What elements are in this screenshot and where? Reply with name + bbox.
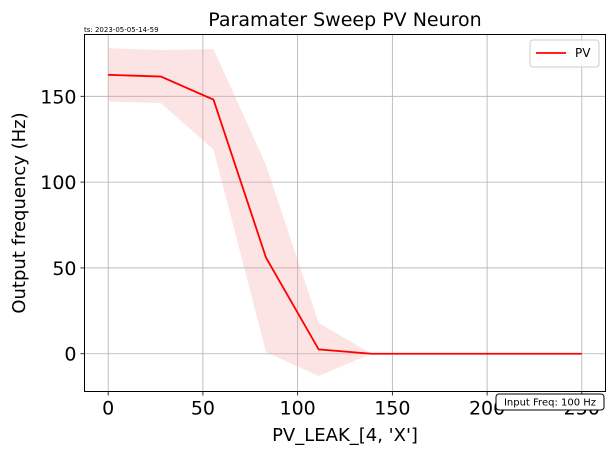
- input-freq-annotation: Input Freq: 100 Hz: [495, 393, 605, 411]
- legend: PV: [529, 39, 600, 68]
- y-tick-label: 0: [64, 344, 76, 366]
- plot-frame: [84, 34, 606, 392]
- x-tick-label: 150: [374, 398, 410, 420]
- confidence-band: [108, 48, 582, 377]
- y-tick-label: 50: [52, 258, 76, 280]
- chart-title: Paramater Sweep PV Neuron: [208, 9, 481, 31]
- x-tick-label: 50: [191, 398, 215, 420]
- grid: [84, 34, 606, 392]
- annotation-text: Input Freq: 100 Hz: [504, 398, 596, 409]
- y-tick-label: 150: [40, 86, 76, 108]
- x-axis-label: PV_LEAK_[4, 'X']: [272, 425, 418, 446]
- axis-ticks: 050100150200250050100150: [40, 86, 600, 419]
- x-tick-label: 0: [102, 398, 114, 420]
- x-tick-label: 100: [280, 398, 316, 420]
- y-tick-label: 100: [40, 172, 76, 194]
- legend-entry-pv: PV: [575, 46, 591, 60]
- confidence-band-layer: [108, 48, 582, 377]
- timestamp-label: ts: 2023-05-05-14-59: [84, 26, 159, 34]
- series-line-pv: [108, 73, 582, 355]
- y-axis-label: Output frequency (Hz): [9, 112, 30, 313]
- series-line-layer: [108, 73, 582, 355]
- annotation-box: [495, 393, 605, 411]
